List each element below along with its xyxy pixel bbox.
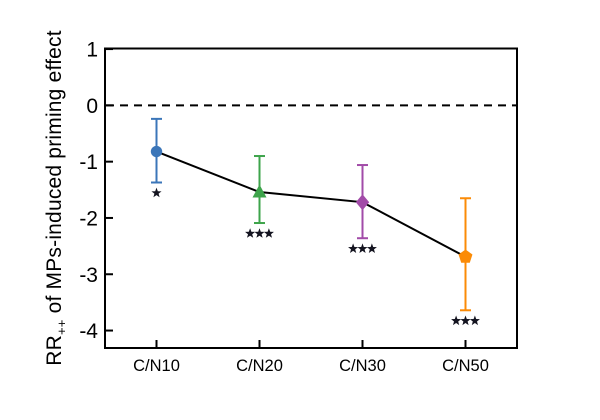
significance-star [451,315,462,326]
plot-frame [104,47,518,349]
data-point-pentagon [458,249,473,263]
data-point-circle [150,145,163,158]
significance-star [245,228,256,238]
significance-label [245,228,274,238]
significance-star [151,187,162,198]
y-tick-label: 0 [86,95,98,118]
x-tick-label: C/N30 [339,357,386,375]
significance-star [348,243,359,254]
significance-label [348,243,377,254]
significance-star [254,228,265,238]
significance-star [263,228,274,238]
significance-star [469,315,480,326]
significance-star [357,243,368,254]
significance-star [460,315,471,326]
y-tick-label: 1 [86,39,98,62]
y-tick-label: -4 [79,320,98,343]
y-tick-label: -1 [79,151,98,174]
x-tick-label: C/N50 [442,357,489,375]
significance-label [151,187,162,198]
data-point-triangle [252,184,267,198]
data-point-diamond [355,194,370,211]
significance-star [366,243,377,254]
y-tick-label: -3 [79,264,98,287]
significance-label [451,315,480,326]
x-tick-label: C/N10 [133,357,180,375]
y-tick-label: -2 [79,207,98,230]
series-line [156,150,466,258]
x-tick-label: C/N20 [236,357,283,375]
